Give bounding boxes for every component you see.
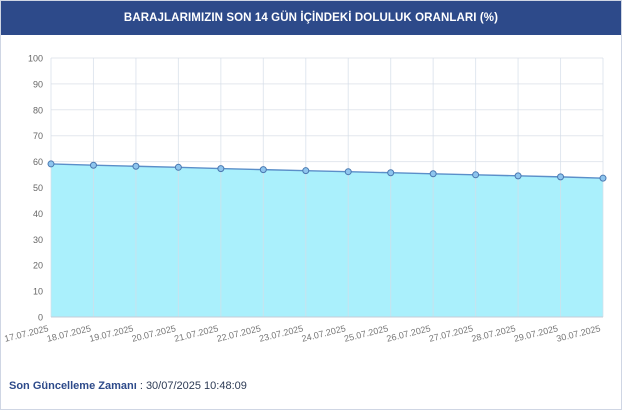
last-update: Son Güncelleme Zamanı : 30/07/2025 10:48… xyxy=(9,380,247,392)
y-tick-label: 10 xyxy=(33,287,43,297)
data-point xyxy=(599,174,607,182)
y-tick-label: 80 xyxy=(33,105,43,115)
x-tick-label: 29.07.2025 xyxy=(513,323,559,344)
x-tick-label: 25.07.2025 xyxy=(343,323,389,344)
last-update-value: 30/07/2025 10:48:09 xyxy=(145,380,247,392)
y-tick-label: 60 xyxy=(33,157,43,167)
y-tick-label: 70 xyxy=(33,131,43,141)
x-tick-label: 23.07.2025 xyxy=(258,323,304,344)
data-point xyxy=(47,160,55,168)
area-fill xyxy=(51,163,603,317)
data-point xyxy=(472,171,480,179)
data-point xyxy=(514,172,522,180)
x-tick-label: 21.07.2025 xyxy=(173,323,219,344)
series-line xyxy=(50,163,604,179)
data-point xyxy=(259,166,267,174)
data-point xyxy=(302,167,310,175)
x-tick-label: 24.07.2025 xyxy=(301,323,347,344)
chart-title: BARAJLARIMIZIN SON 14 GÜN İÇİNDEKİ DOLUL… xyxy=(1,1,621,35)
data-point xyxy=(217,165,225,173)
data-point xyxy=(557,173,565,181)
y-tick-label: 50 xyxy=(33,183,43,193)
data-point xyxy=(429,170,437,178)
x-tick-label: 30.07.2025 xyxy=(555,323,601,344)
data-point xyxy=(132,162,140,170)
x-tick-label: 18.07.2025 xyxy=(46,323,92,344)
y-tick-label: 20 xyxy=(33,261,43,271)
chart-card: BARAJLARIMIZIN SON 14 GÜN İÇİNDEKİ DOLUL… xyxy=(0,0,622,410)
x-tick-label: 17.07.2025 xyxy=(3,323,49,344)
x-tick-label: 20.07.2025 xyxy=(131,323,177,344)
x-tick-label: 26.07.2025 xyxy=(386,323,432,344)
y-tick-label: 0 xyxy=(38,313,43,323)
chart-area: 0 10 20 30 40 50 60 70 80 90 100 17.07.2025 18.07.20… xyxy=(1,41,621,351)
x-tick-label: 27.07.2025 xyxy=(428,323,474,344)
data-point xyxy=(174,163,182,171)
x-tick-label: 28.07.2025 xyxy=(470,323,516,344)
data-point xyxy=(387,169,395,177)
x-tick-label: 22.07.2025 xyxy=(216,323,262,344)
last-update-separator: : xyxy=(136,380,146,392)
y-tick-label: 40 xyxy=(33,209,43,219)
data-point xyxy=(89,161,97,169)
y-tick-label: 100 xyxy=(28,54,43,64)
x-tick-label: 19.07.2025 xyxy=(88,323,134,344)
last-update-label: Son Güncelleme Zamanı xyxy=(9,380,137,392)
data-point xyxy=(344,168,352,176)
y-tick-label: 30 xyxy=(33,235,43,245)
y-tick-label: 90 xyxy=(33,79,43,89)
fill-rate-chart: 0 10 20 30 40 50 60 70 80 90 100 17.07.202518.07.20… xyxy=(3,54,607,344)
